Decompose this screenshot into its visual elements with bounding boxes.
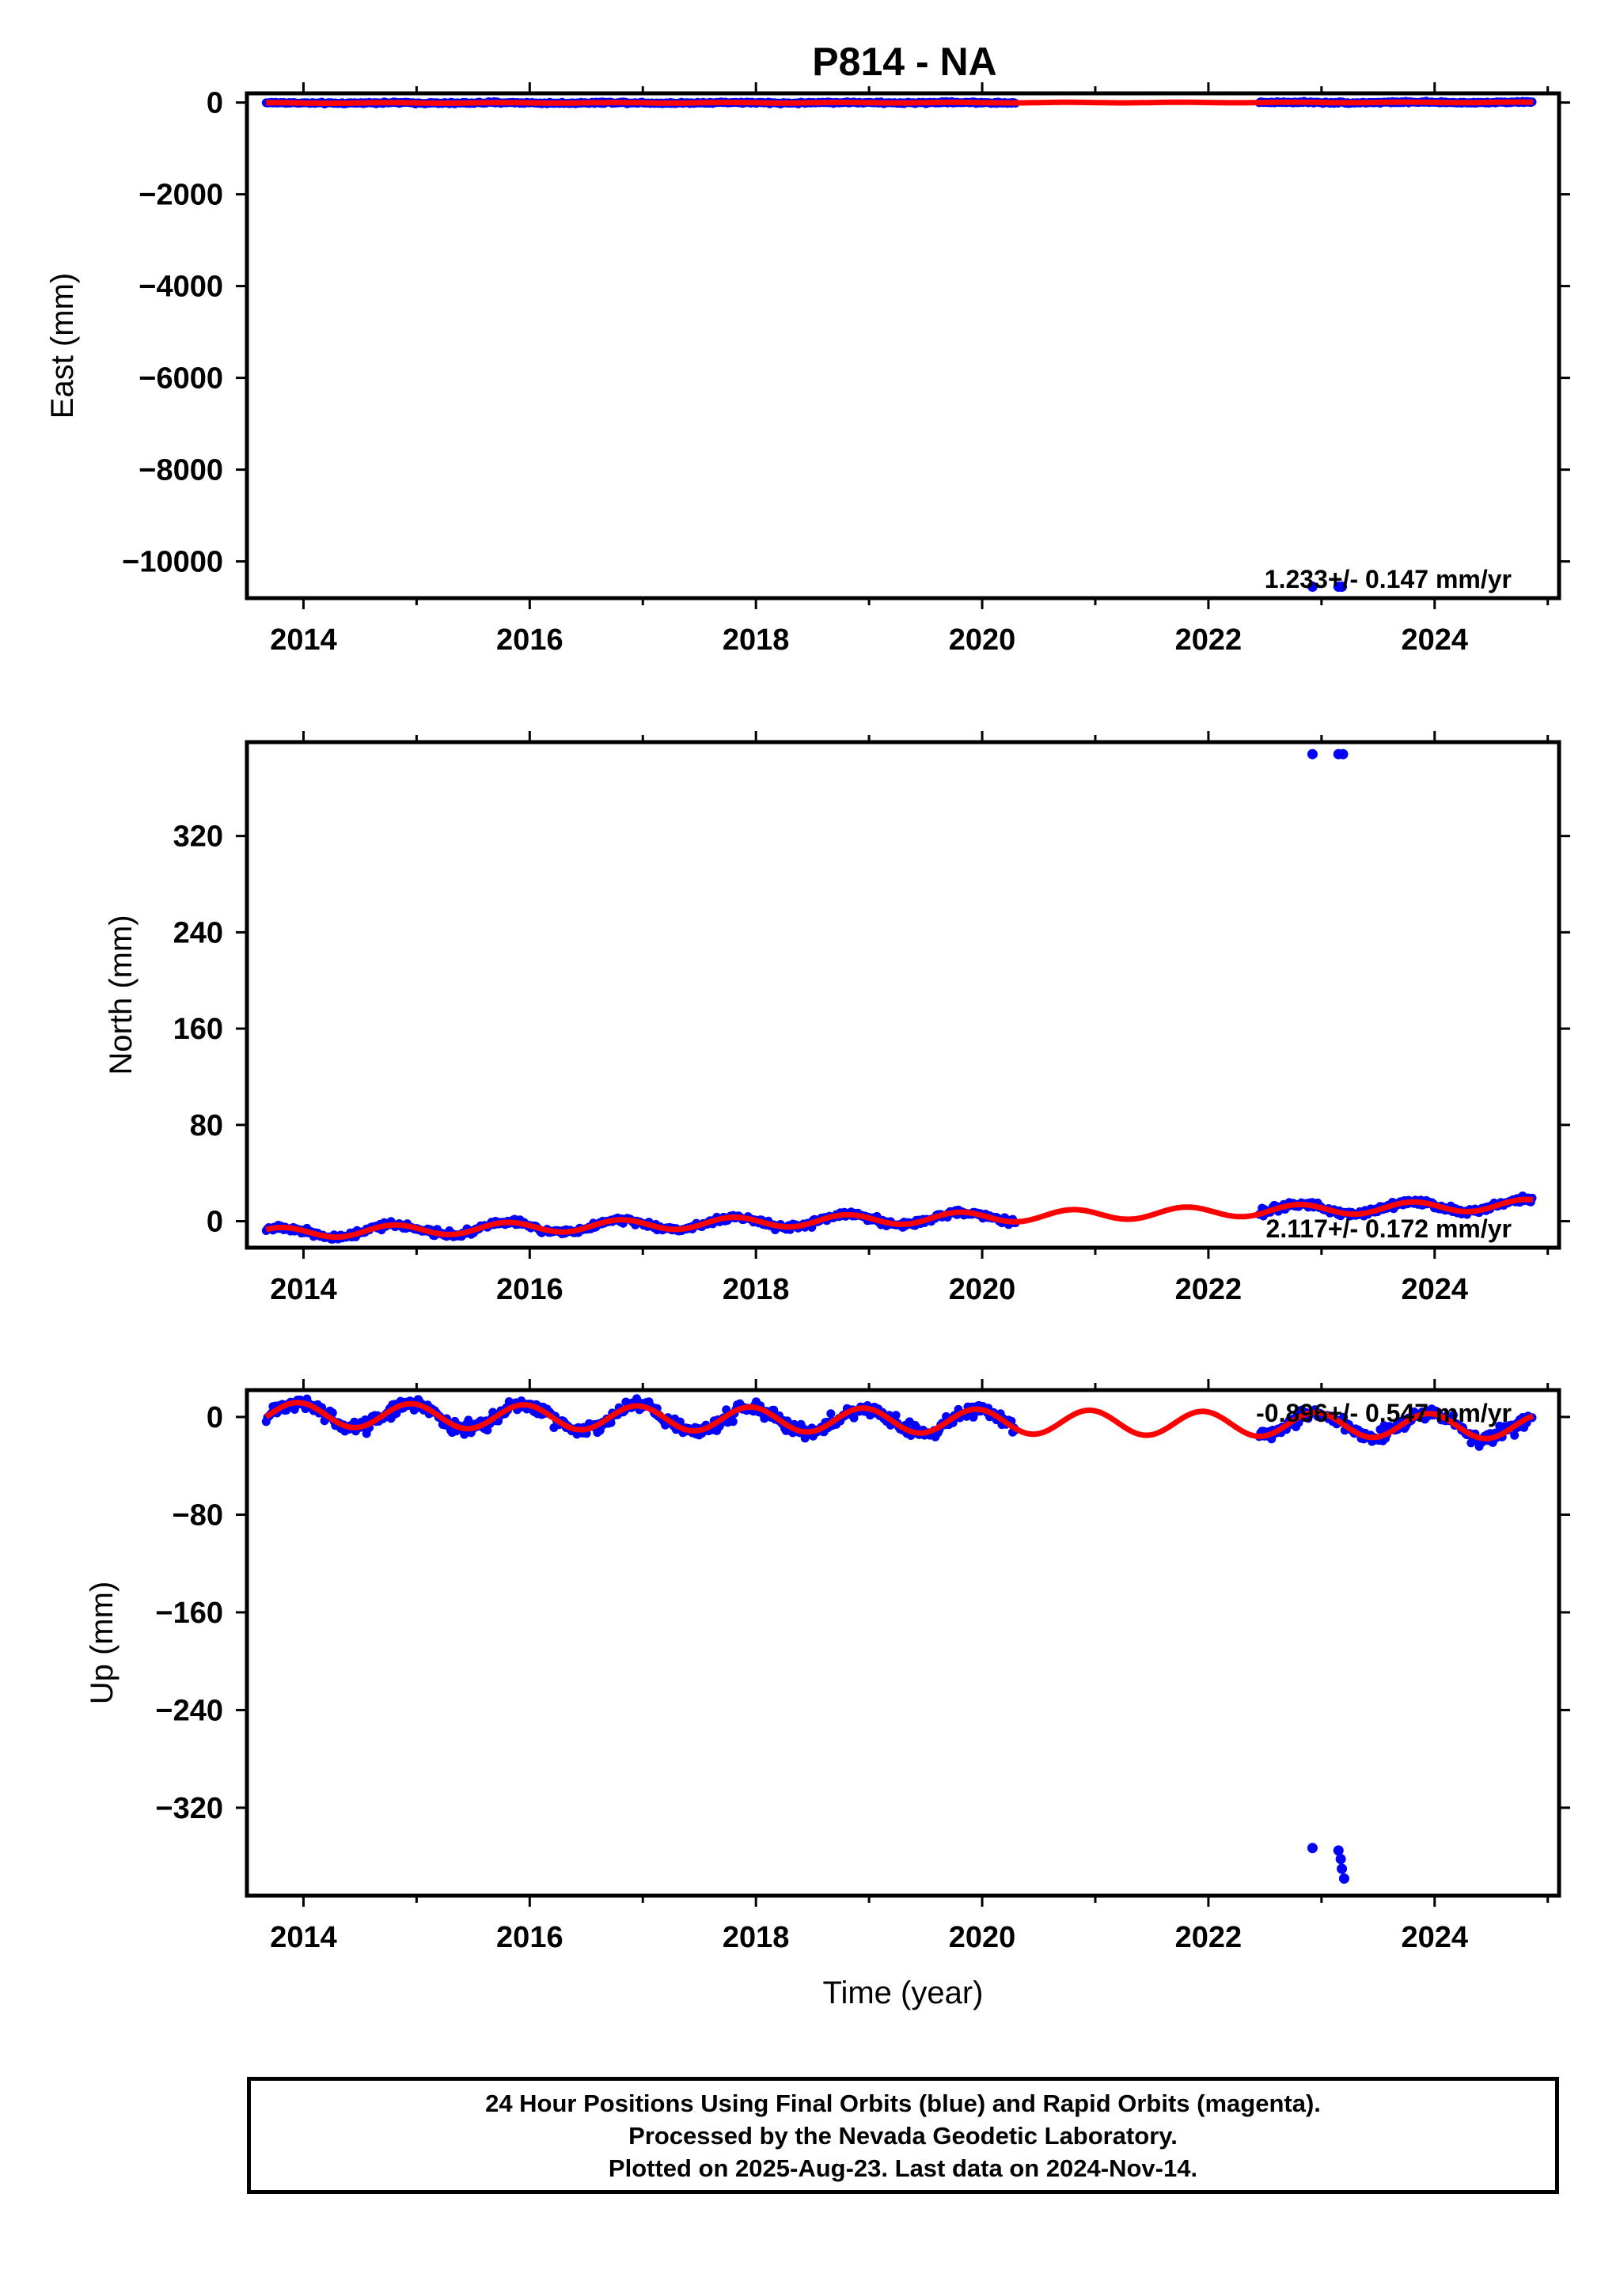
data-point <box>483 1426 492 1435</box>
y-tick-label: 320 <box>173 820 223 854</box>
plot-area <box>261 748 1537 1244</box>
x-tick-label: 2020 <box>949 1921 1016 1954</box>
y-tick-label: −80 <box>173 1498 223 1532</box>
velocity-label: 2.117+/- 0.172 mm/yr <box>1266 1214 1512 1243</box>
model-curve <box>266 99 1534 106</box>
panel-up: 2014 2016 2018 2020 2022 2024 0 −80 −160 −240 −320… <box>85 1379 1570 2010</box>
y-tick-label: −6000 <box>138 362 223 396</box>
x-axis-label: Time (year) <box>823 1976 984 2010</box>
axes-frame <box>245 91 1561 601</box>
y-tick-label: −8000 <box>138 454 223 487</box>
x-tick-label: 2016 <box>496 1273 563 1306</box>
y-axis-label: East (mm) <box>45 273 80 419</box>
y-axis-label: Up (mm) <box>85 1582 120 1705</box>
plot-area <box>261 97 1537 592</box>
model-curve <box>264 1400 1535 1442</box>
x-tick-label: 2024 <box>1402 1273 1469 1306</box>
outlier-point <box>1333 1845 1344 1856</box>
data-point <box>891 1411 901 1420</box>
data-point <box>464 1415 473 1425</box>
x-tick-label: 2020 <box>949 1273 1016 1306</box>
y-tick-label: −4000 <box>138 271 223 304</box>
x-tick-label: 2024 <box>1402 623 1469 657</box>
x-tick-label: 2016 <box>496 1921 563 1954</box>
velocity-label: -0.896+/- 0.547 mm/yr <box>1256 1399 1512 1427</box>
y-tick-label: 80 <box>190 1109 223 1142</box>
model-curve <box>265 1196 1534 1241</box>
x-tick-label: 2018 <box>723 623 790 657</box>
footer-line-3: Plotted on 2025-Aug-23. Last data on 202… <box>608 2154 1198 2182</box>
y-tick-label: −160 <box>155 1597 223 1630</box>
x-tick-label: 2020 <box>949 623 1016 657</box>
x-tick-label: 2022 <box>1175 1921 1243 1954</box>
velocity-label: 1.233+/- 0.147 mm/yr <box>1265 565 1512 593</box>
x-tick-label: 2018 <box>723 1273 790 1306</box>
y-tick-label: −240 <box>155 1694 223 1727</box>
outlier-point <box>1307 1843 1318 1854</box>
y-tick-label: −320 <box>155 1792 223 1825</box>
y-tick-label: −10000 <box>122 546 223 579</box>
axes-frame <box>245 1388 1561 1898</box>
y-axis-label: North (mm) <box>104 915 138 1074</box>
x-tick-label: 2024 <box>1402 1921 1469 1954</box>
data-point <box>1449 1411 1458 1419</box>
footer-line-1: 24 Hour Positions Using Final Orbits (bl… <box>485 2089 1321 2117</box>
x-tick-label: 2022 <box>1175 1273 1243 1306</box>
y-tick-label: 160 <box>173 1013 223 1046</box>
footer-line-2: Processed by the Nevada Geodetic Laborat… <box>628 2121 1178 2150</box>
y-tick-label: 240 <box>173 916 223 949</box>
footer-box: 24 Hour Positions Using Final Orbits (bl… <box>247 2077 1559 2194</box>
x-tick-label: 2016 <box>496 623 563 657</box>
panel-east: 2014 2016 2018 2020 2022 2024 0 −2000 −4000 −6000… <box>45 82 1570 657</box>
x-tick-label: 2014 <box>270 1921 337 1954</box>
axes-frame <box>245 740 1561 1250</box>
x-tick-label: 2014 <box>270 1273 337 1306</box>
outlier-point <box>1338 1873 1349 1884</box>
outlier-point <box>1337 748 1349 760</box>
outlier-point <box>1335 1854 1346 1865</box>
x-tick-label: 2022 <box>1175 623 1243 657</box>
y-tick-label: −2000 <box>138 179 223 212</box>
outlier-point <box>1337 582 1348 592</box>
y-tick-label: 0 <box>207 1401 223 1434</box>
outlier-point <box>1337 1863 1348 1874</box>
data-point <box>826 1409 836 1419</box>
figure-title: P814 - NA <box>812 40 996 84</box>
y-tick-label: 0 <box>207 1206 223 1239</box>
data-point <box>728 1417 738 1426</box>
x-tick-label: 2018 <box>723 1921 790 1954</box>
outlier-point <box>1307 748 1318 760</box>
y-tick-label: 0 <box>207 87 223 120</box>
panel-north: 2014 2016 2018 2020 2022 2024 0 80 160 240 320 Nort… <box>104 731 1570 1306</box>
x-tick-label: 2014 <box>270 623 337 657</box>
outlier-point <box>1307 582 1318 592</box>
data-point <box>1510 1430 1519 1440</box>
plot-area <box>261 1394 1537 1884</box>
